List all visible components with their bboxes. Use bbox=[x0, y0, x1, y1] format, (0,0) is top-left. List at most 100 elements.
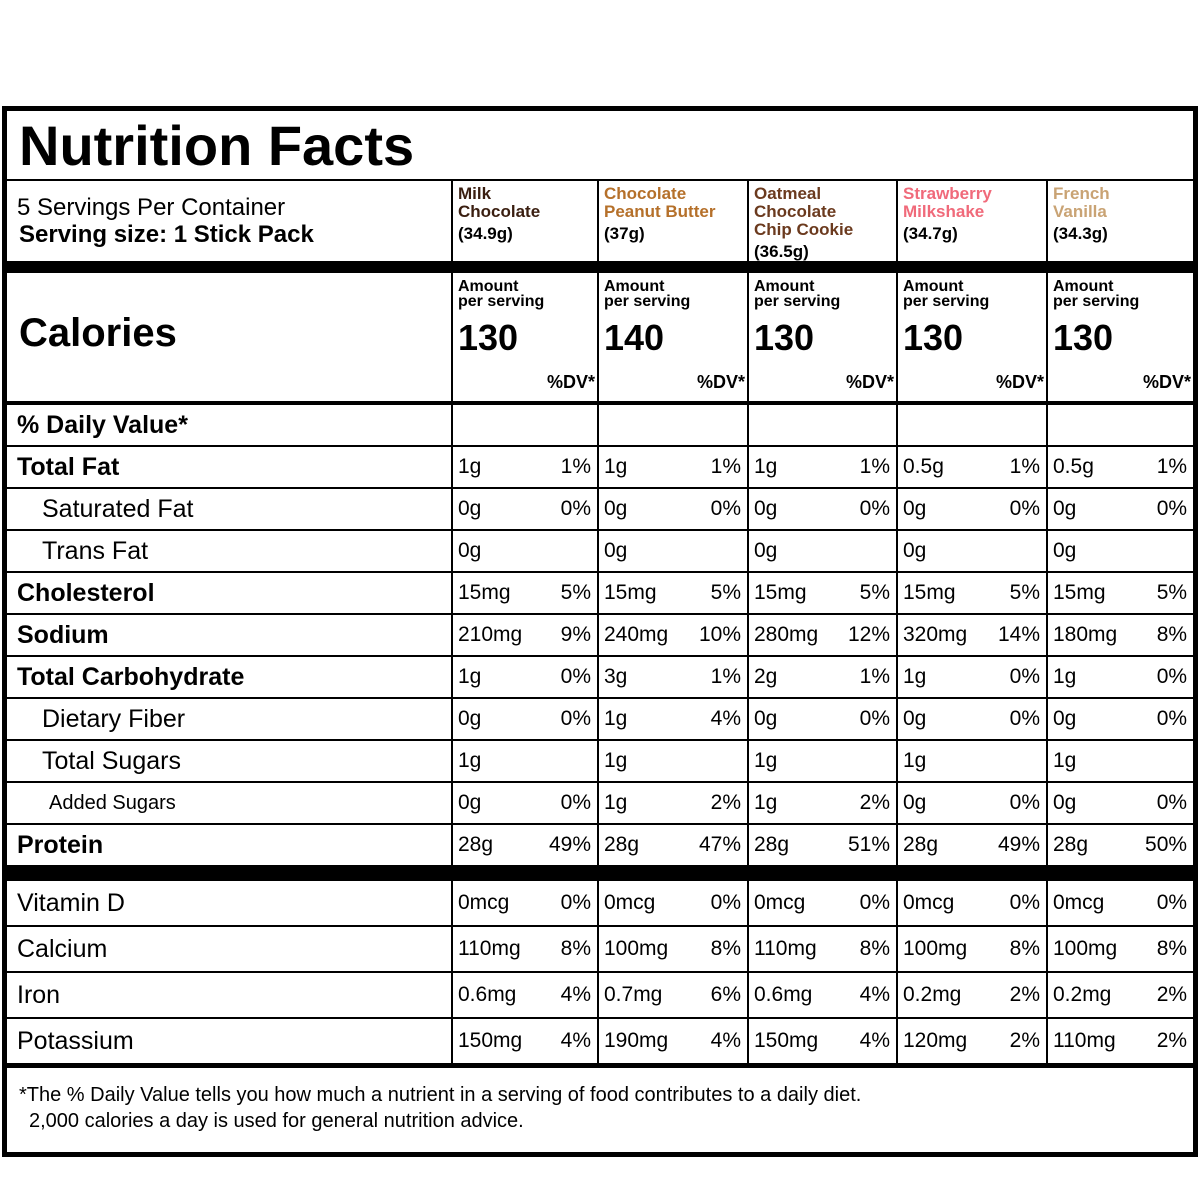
nutrient-value-cell: 0g bbox=[1045, 530, 1194, 573]
flavor-name-line-2: Peanut Butter bbox=[604, 202, 716, 221]
percent-dv: 8% bbox=[560, 937, 591, 960]
nutrient-value-cell: 120mg 2% bbox=[896, 1018, 1047, 1068]
percent-dv: 8% bbox=[1156, 937, 1188, 960]
amount-value: 280mg bbox=[754, 623, 819, 646]
nutrient-value-cell: 15mg 5% bbox=[1045, 572, 1194, 615]
percent-dv: 2% bbox=[1009, 1029, 1040, 1052]
percent-dv: 8% bbox=[1156, 623, 1188, 646]
amount-value: 1g bbox=[754, 749, 778, 772]
nutrient-label: Protein bbox=[7, 824, 452, 881]
daily-value-label: % Daily Value* bbox=[7, 403, 452, 447]
nutrient-value-cell: 0.7mg 6% bbox=[597, 972, 748, 1019]
amount-value: 150mg bbox=[754, 1029, 819, 1052]
nutrient-label: Trans Fat bbox=[7, 530, 452, 573]
percent-dv: 51% bbox=[847, 833, 890, 856]
amount-value: 15mg bbox=[903, 581, 956, 604]
percent-dv: 1% bbox=[560, 455, 591, 478]
percent-dv: 6% bbox=[710, 983, 741, 1006]
nutrient-value-cell: 0g 0% bbox=[451, 698, 598, 741]
amount-value: 28g bbox=[903, 833, 939, 856]
amount-value: 100mg bbox=[604, 937, 669, 960]
amount-value: 0g bbox=[903, 497, 927, 520]
dv-header: %DV* bbox=[995, 372, 1044, 392]
flavor-header: Chocolate Peanut Butter (37g) bbox=[597, 180, 748, 273]
nutrient-row: Sodium 210mg 9% 240mg 10% 280mg 12% 320mg 14% 180… bbox=[7, 614, 1194, 657]
amount-value: 0g bbox=[1053, 539, 1077, 562]
calories-cell: Amount per serving 140 %DV* bbox=[597, 267, 748, 405]
calories-value: 130 bbox=[903, 317, 964, 358]
percent-dv: 0% bbox=[560, 791, 591, 814]
servings-per-container: 5 Servings Per Container bbox=[17, 194, 286, 221]
amount-value: 15mg bbox=[604, 581, 657, 604]
nutrient-value-cell: 0mcg 0% bbox=[451, 873, 598, 927]
flavor-name: French Vanilla bbox=[1053, 185, 1193, 221]
amount-value: 0.6mg bbox=[458, 983, 517, 1006]
nutrient-value-cell: 110mg 2% bbox=[1045, 1018, 1194, 1068]
percent-dv: 5% bbox=[1009, 581, 1040, 604]
nutrient-value-cell: 1g 0% bbox=[896, 656, 1047, 699]
nutrient-value-cell: 0.2mg 2% bbox=[1045, 972, 1194, 1019]
nutrient-label: Total Sugars bbox=[7, 740, 452, 783]
calories-cell: Amount per serving 130 %DV* bbox=[1045, 267, 1194, 405]
amount-value: 1g bbox=[1053, 749, 1077, 772]
percent-dv: 0% bbox=[560, 707, 591, 730]
calories-value: 130 bbox=[1053, 317, 1114, 358]
percent-dv: 0% bbox=[859, 891, 890, 914]
percent-dv: 0% bbox=[560, 891, 591, 914]
nutrient-value-cell: 1g 2% bbox=[747, 782, 897, 825]
amount-value: 0g bbox=[458, 497, 482, 520]
nutrient-label: Cholesterol bbox=[7, 572, 452, 615]
percent-dv: 14% bbox=[997, 623, 1040, 646]
percent-dv: 49% bbox=[997, 833, 1040, 856]
percent-dv: 0% bbox=[710, 497, 741, 520]
percent-dv: 0% bbox=[1009, 707, 1040, 730]
calories-cell: Amount per serving 130 %DV* bbox=[747, 267, 897, 405]
percent-dv: 2% bbox=[1156, 983, 1188, 1006]
nutrient-value-cell: 1g bbox=[597, 740, 748, 783]
footnote-line-2: 2,000 calories a day is used for general… bbox=[29, 1110, 524, 1132]
amount-value: 15mg bbox=[458, 581, 511, 604]
amount-value: 28g bbox=[604, 833, 640, 856]
amount-value: 1g bbox=[754, 791, 778, 814]
amount-value: 0g bbox=[754, 497, 778, 520]
amount-value: 110mg bbox=[754, 937, 817, 960]
nutrient-label: Calcium bbox=[7, 926, 452, 973]
nutrient-value-cell: 0mcg 0% bbox=[1045, 873, 1194, 927]
nutrient-row: Cholesterol 15mg 5% 15mg 5% 15mg 5% 15mg 5% 15mg 5… bbox=[7, 572, 1194, 615]
percent-dv: 4% bbox=[859, 983, 890, 1006]
flavor-name-line-1: Strawberry bbox=[903, 184, 992, 203]
nutrient-label: Added Sugars bbox=[7, 782, 452, 825]
nutrient-value-cell: 150mg 4% bbox=[747, 1018, 897, 1068]
nutrient-value-cell: 28g 51% bbox=[747, 824, 897, 881]
nutrient-value-cell: 100mg 8% bbox=[597, 926, 748, 973]
percent-dv: 4% bbox=[560, 983, 591, 1006]
percent-dv: 47% bbox=[698, 833, 741, 856]
flavor-name-line-1: Milk bbox=[458, 184, 492, 203]
flavor-name-line-2: Milkshake bbox=[903, 202, 985, 221]
percent-dv: 0% bbox=[710, 891, 741, 914]
nutrient-value-cell: 0g 0% bbox=[896, 782, 1047, 825]
amount-value: 0mcg bbox=[458, 891, 510, 914]
amount-value: 0g bbox=[754, 707, 778, 730]
amount-value: 0.7mg bbox=[604, 983, 663, 1006]
amount-value: 0g bbox=[604, 539, 628, 562]
percent-dv: 49% bbox=[548, 833, 591, 856]
nutrient-label: Total Carbohydrate bbox=[7, 656, 452, 699]
flavor-header: French Vanilla (34.3g) bbox=[1045, 180, 1194, 273]
flavor-header: Strawberry Milkshake (34.7g) bbox=[896, 180, 1047, 273]
flavor-weight: (34.9g) bbox=[458, 224, 513, 243]
nutrient-value-cell: 100mg 8% bbox=[896, 926, 1047, 973]
nutrient-value-cell: 0mcg 0% bbox=[747, 873, 897, 927]
percent-dv: 2% bbox=[1009, 983, 1040, 1006]
percent-dv: 0% bbox=[1156, 791, 1188, 814]
nutrient-value-cell: 1g 1% bbox=[747, 446, 897, 489]
nutrient-value-cell: 0g bbox=[747, 530, 897, 573]
per-serving-label: per serving bbox=[754, 293, 841, 310]
percent-dv: 1% bbox=[710, 455, 741, 478]
amount-value: 2g bbox=[754, 665, 778, 688]
percent-dv: 0% bbox=[1156, 497, 1188, 520]
percent-dv: 0% bbox=[859, 497, 890, 520]
percent-dv: 0% bbox=[1156, 707, 1188, 730]
nutrient-label: Saturated Fat bbox=[7, 488, 452, 531]
amount-value: 1g bbox=[604, 707, 628, 730]
